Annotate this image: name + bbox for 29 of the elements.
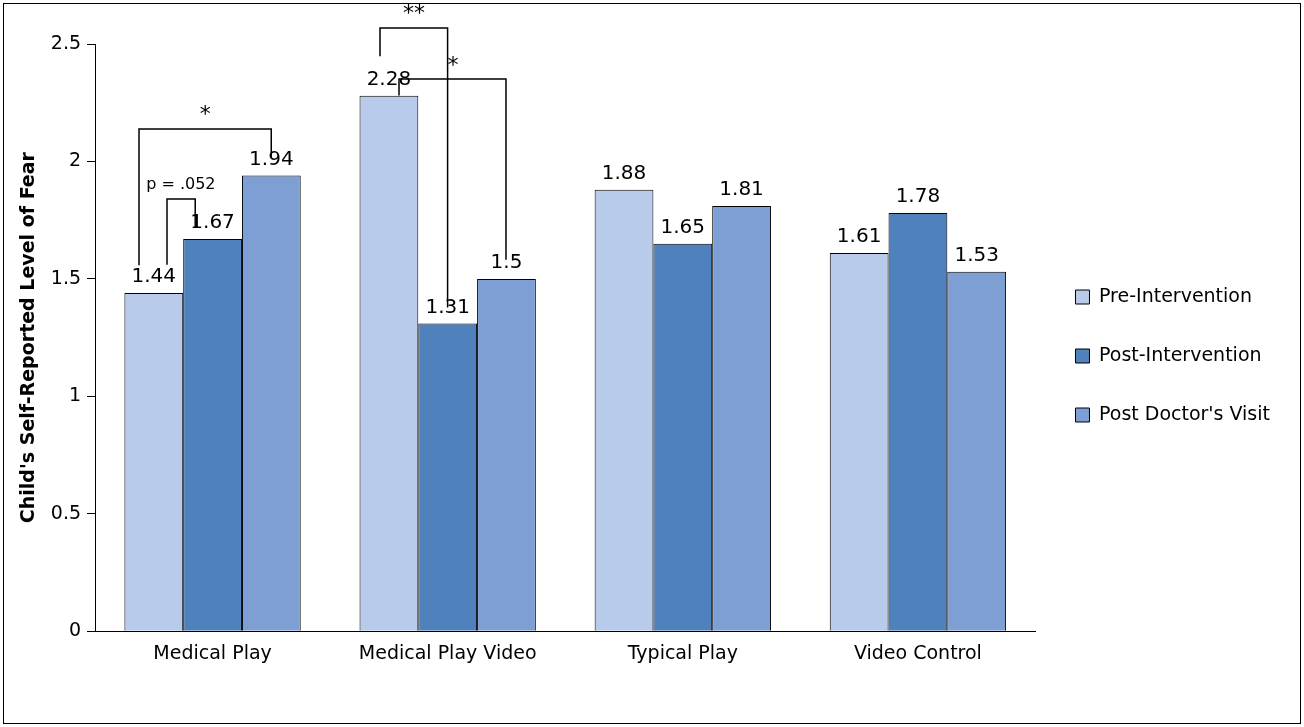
- data-label: 1.78: [895, 183, 941, 208]
- data-label: 1.81: [719, 176, 764, 201]
- data-label: 1.88: [601, 159, 647, 184]
- data-label: 1.31: [425, 293, 470, 318]
- x-tick-label: Video Control: [853, 640, 982, 663]
- y-tick-label: 0: [68, 618, 82, 641]
- y-tick-label: 1: [68, 383, 82, 406]
- data-label: 1.65: [660, 213, 706, 238]
- legend-label: Post Doctor's Visit: [1098, 401, 1270, 424]
- data-label: 2.28: [366, 65, 412, 90]
- data-label: 1.61: [836, 223, 882, 248]
- data-label: 1.5: [490, 249, 523, 274]
- y-tick-label: 0.5: [50, 500, 82, 523]
- data-label: 1.44: [131, 263, 177, 288]
- x-tick-label: Medical Play: [153, 640, 272, 663]
- legend-label: Pre-Intervention: [1098, 283, 1252, 306]
- legend-label: Post-Intervention: [1098, 342, 1262, 365]
- x-tick-label: Typical Play: [626, 640, 738, 663]
- y-axis-title: Child's Self-Reported Level of Fear: [16, 151, 39, 524]
- text: **: [402, 0, 425, 26]
- y-tick-label: 1.5: [50, 265, 82, 288]
- data-label: 1.53: [954, 242, 999, 267]
- annotation: p = .052: [146, 174, 216, 194]
- x-tick-label: Medical Play Video: [358, 640, 537, 663]
- y-tick-label: 2.5: [50, 30, 82, 53]
- annotation: *: [447, 51, 459, 77]
- data-label: 1.94: [249, 145, 294, 170]
- annotation: *: [199, 101, 211, 127]
- y-tick-label: 2: [68, 148, 82, 171]
